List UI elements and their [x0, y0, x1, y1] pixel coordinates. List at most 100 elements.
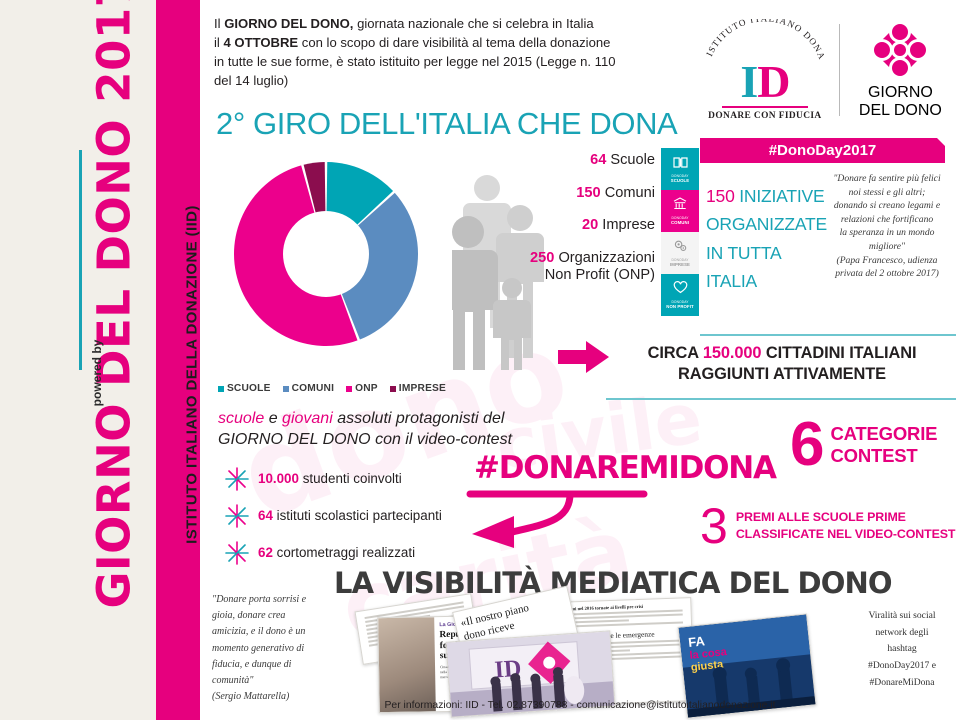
list-item-text: 10.000 studenti coinvolti — [258, 471, 402, 486]
six-line1: CATEGORIE — [830, 422, 938, 444]
three-line1: PREMI ALLE SCUOLE PRIME — [735, 510, 906, 525]
quote-line: amicizia, e il dono è un — [212, 626, 306, 638]
book-icon — [672, 155, 688, 173]
donut-chart — [226, 154, 426, 354]
people-silhouettes-icon — [452, 175, 544, 370]
mattarella-quote: "Donare porta sorrisi e gioia, donare cr… — [212, 592, 334, 705]
iniziative-number: 150 — [706, 186, 735, 206]
donut-chart-svg — [234, 162, 418, 346]
stat-label: Imprese — [598, 217, 655, 233]
virality-note: Viralità sui social network degli hashta… — [848, 608, 956, 691]
organization-label: ISTITUTO ITALIANO DELLA DONAZIONE (IID) — [183, 205, 201, 544]
section-title: 2° GIRO DELL'ITALIA CHE DONA — [216, 106, 678, 141]
iid-arc-text: ISTITUTO ITALIANO DONAZIONE — [698, 11, 826, 61]
giovani-word: giovani — [282, 410, 333, 427]
quote-line: noi stessi e gli altri; — [848, 186, 926, 198]
intro-date: 4 OTTOBRE — [223, 35, 299, 51]
scuole-giovani-line: scuole e giovani assoluti protagonisti d… — [218, 409, 518, 451]
curved-arrow-icon — [466, 490, 648, 548]
gears-icon — [673, 239, 688, 257]
hashtag-banner: #DonoDay2017 — [700, 138, 945, 163]
virality-line: Viralità sui social — [868, 610, 936, 621]
bullet-value: 62 — [258, 545, 273, 560]
giorno-del-dono-logo: GIORNO DEL DONO — [849, 20, 952, 120]
legend-label: ONP — [355, 383, 378, 394]
bullet-label: cortometraggi realizzati — [272, 545, 416, 560]
quote-line: fiducia, e dunque di — [212, 658, 292, 670]
badge-line2: NON PROFIT — [666, 304, 694, 309]
intro-line2-a: il — [214, 35, 224, 51]
stats-list: 64 Scuole 150 Comuni 20 Imprese 250 Orga… — [470, 152, 655, 300]
badge-imprese: DONODAY IMPRESE — [661, 232, 699, 274]
intro-line1-c: giornata nazionale che si celebra in Ita… — [353, 16, 594, 31]
three-number: 3 — [700, 498, 728, 554]
circa-pre: CIRCA — [647, 344, 703, 362]
intro-paragraph: Il GIORNO DEL DONO, giornata nazionale c… — [214, 14, 694, 90]
press-clippings: Ripartono le donazioni nel 2016 tornate … — [330, 585, 850, 719]
bullet-value: 64 — [258, 508, 273, 523]
stat-label-2: Non Profit (ONP) — [544, 267, 655, 284]
sidebar-pink-strip — [156, 0, 200, 720]
gdd-brand-line2: DEL DONO — [858, 102, 942, 119]
legend-item-comuni: COMUNI — [282, 383, 335, 394]
stage-photo: ID — [446, 631, 616, 718]
bullet-label: istituti scolastici partecipanti — [272, 508, 442, 523]
clipping-fa-la-cosa-giusta: FA la cosa giusta — [677, 613, 817, 719]
bullet-list: 10.000 studenti coinvolti 64 istituti sc… — [224, 460, 494, 571]
circa-banner: CIRCA 150.000 CITTADINI ITALIANI RAGGIUN… — [608, 343, 956, 385]
badge-scuole: DONODAY SCUOLE — [661, 148, 699, 190]
logo-divider — [838, 24, 840, 116]
quote-line: migliore" — [868, 241, 906, 253]
virality-line: #DonoDay2017 e — [868, 660, 936, 672]
stat-value: 20 — [581, 217, 599, 233]
fair-line1: FA — [687, 633, 706, 650]
legend-label: SCUOLE — [226, 383, 271, 394]
divider-rule-top — [700, 334, 956, 336]
stat-scuole: 64 Scuole — [470, 152, 655, 170]
quote-attribution: (Sergio Mattarella) — [212, 691, 290, 703]
badge-line1: DONODAY — [671, 174, 689, 178]
list-item-text: 64 istituti scolastici partecipanti — [258, 508, 442, 523]
sidebar-divider-rule — [79, 150, 82, 370]
iniziative-word: INIZIATIVE — [734, 186, 825, 206]
iid-letter-i: I — [740, 55, 758, 107]
stat-label: Scuole — [606, 152, 655, 168]
six-line2: CONTEST — [830, 445, 918, 467]
chart-legend: SCUOLE COMUNI ONP IMPRESE — [216, 383, 448, 394]
clipping-photo — [378, 617, 436, 713]
quote-attribution: (Papa Francesco, udienza — [836, 254, 938, 266]
pope-quote: "Donare fa sentire più felici noi stessi… — [818, 172, 956, 281]
bullet-label: studenti coinvolti — [298, 471, 402, 486]
list-item: 64 istituti scolastici partecipanti — [224, 497, 494, 534]
quote-line: la speranza in un mondo — [839, 227, 935, 239]
stat-onp: 250 Organizzazioni Non Profit (ONP) — [470, 250, 655, 286]
quote-line: gioia, donare crea — [212, 610, 286, 622]
iniziative-callout: 150 INIZIATIVE ORGANIZZATE IN TUTTA ITAL… — [706, 182, 827, 295]
quote-line: momento generativo di — [212, 642, 305, 654]
quote-line: donando si creano legami e — [833, 200, 941, 212]
arrow-right-icon — [558, 341, 609, 373]
circa-line2: RAGGIUNTI ATTIVAMENTE — [678, 365, 886, 383]
hashtag-donaremidona: #DONAREMIDONA — [474, 450, 777, 486]
badge-non-profit: DONODAY NON PROFIT — [661, 274, 699, 316]
footer-contact: Per informazioni: IID - Tel. 02.87390788… — [384, 700, 776, 711]
circa-number: 150.000 — [702, 344, 762, 362]
intro-brand: GIORNO DEL DONO, — [224, 16, 354, 31]
quote-attribution: privata del 2 ottobre 2017) — [835, 268, 939, 280]
scuole-conj: e — [264, 410, 283, 427]
scuole-rest: assoluti protagonisti del — [332, 410, 505, 427]
legend-item-onp: ONP — [346, 383, 378, 394]
stat-value: 64 — [590, 152, 607, 168]
iid-underline — [721, 106, 808, 109]
badge-comuni: DONODAY COMUNI — [661, 190, 699, 232]
three-line2: CLASSIFICATE NEL VIDEO-CONTEST — [735, 527, 956, 541]
stat-imprese: 20 Imprese — [470, 217, 655, 235]
scuole-word: scuole — [218, 410, 265, 427]
asterisk-icon — [225, 466, 249, 491]
list-item-text: 62 cortometraggi realizzati — [258, 545, 415, 560]
intro-line4: del 14 luglio) — [214, 73, 289, 89]
clipping-stage-photo: ID — [445, 630, 616, 718]
visibility-heading: LA VISIBILITÀ MEDIATICA DEL DONO — [334, 566, 892, 600]
badge-line2: COMUNI — [670, 220, 690, 225]
quote-line: "Donare fa sentire più felici — [833, 173, 941, 184]
